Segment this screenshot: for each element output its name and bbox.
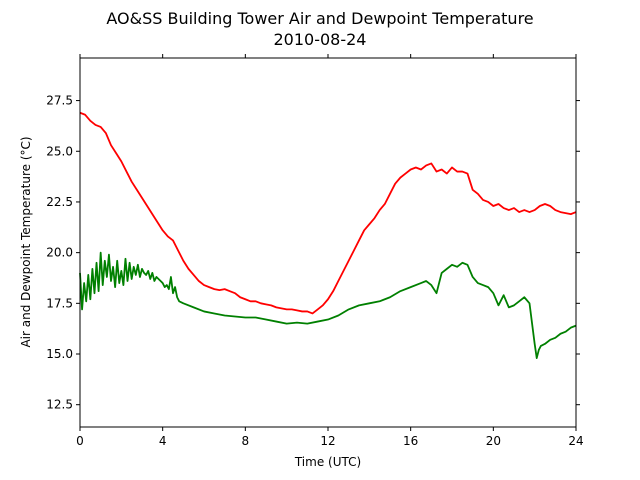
- x-tick-label: 4: [159, 434, 167, 448]
- y-tick-label: 25.0: [46, 144, 73, 158]
- chart-subtitle: 2010-08-24: [274, 30, 367, 49]
- ticks-layer: 0 4 8 12 16 20 24 12.5 15.0 17.5 20.0 22.5 25.0 27.5: [46, 54, 584, 448]
- x-tick-label: 24: [568, 434, 583, 448]
- y-tick-label: 20.0: [46, 246, 73, 260]
- y-tick-label: 15.0: [46, 347, 73, 361]
- y-tick-label: 12.5: [46, 398, 73, 412]
- x-tick-label: 16: [403, 434, 418, 448]
- y-tick-label: 17.5: [46, 296, 73, 310]
- plot-frame: [79, 57, 577, 428]
- y-tick-label: 27.5: [46, 94, 73, 108]
- chart-title: AO&SS Building Tower Air and Dewpoint Te…: [106, 9, 533, 28]
- y-tick-label: 22.5: [46, 195, 73, 209]
- x-tick-label: 12: [320, 434, 335, 448]
- x-axis-label: Time (UTC): [294, 455, 361, 469]
- y-axis-label: Air and Dewpoint Temperature (°C): [19, 136, 33, 347]
- series-layer: [79, 111, 577, 359]
- x-tick-label: 8: [242, 434, 250, 448]
- series-line-0: [79, 111, 577, 315]
- series-line-1: [79, 251, 577, 359]
- x-tick-label: 20: [486, 434, 501, 448]
- x-tick-label: 0: [76, 434, 84, 448]
